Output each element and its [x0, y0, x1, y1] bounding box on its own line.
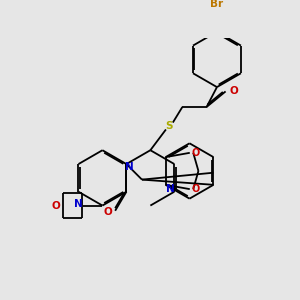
Text: O: O [51, 201, 60, 211]
Text: O: O [192, 148, 200, 158]
Text: N: N [167, 184, 175, 194]
Text: N: N [74, 199, 82, 209]
Text: S: S [166, 121, 173, 131]
Text: N: N [125, 162, 134, 172]
Text: O: O [230, 86, 239, 96]
Text: O: O [192, 184, 200, 194]
Text: O: O [103, 208, 112, 218]
Text: Br: Br [210, 0, 224, 9]
